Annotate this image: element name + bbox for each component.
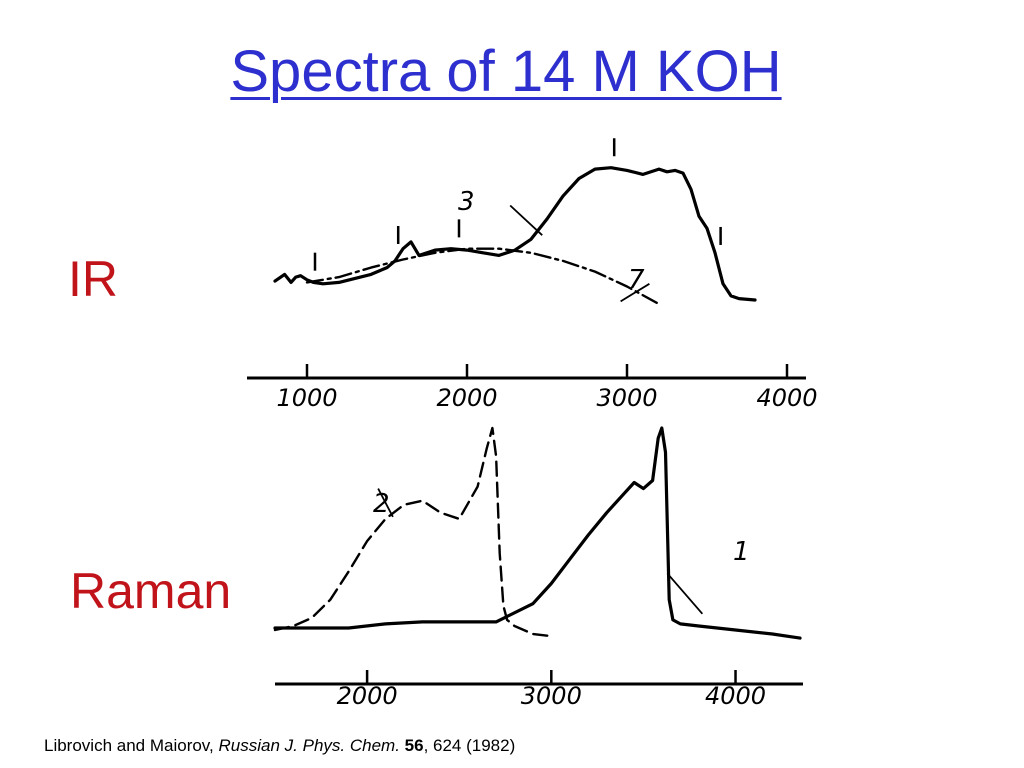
x-tick-label: 2000 bbox=[337, 682, 398, 710]
curve-label-leader bbox=[620, 283, 650, 303]
raman-label: Raman bbox=[70, 563, 232, 619]
ir-label: IR bbox=[68, 251, 118, 307]
curve-label: 3 bbox=[458, 187, 475, 217]
citation-authors: Librovich and Maiorov, bbox=[44, 736, 214, 755]
citation-volume: 56 bbox=[404, 736, 424, 755]
curve-label: 7 bbox=[628, 265, 645, 295]
series-2-line bbox=[273, 426, 553, 638]
curve-label-leader bbox=[509, 204, 543, 236]
curve-label: 2 bbox=[373, 489, 390, 519]
series-1-line bbox=[273, 426, 802, 640]
x-tick-label: 1000 bbox=[276, 384, 337, 412]
ir-chart: 1000 2000 3000 4000 3 7 bbox=[247, 138, 818, 412]
x-tick-label: 4000 bbox=[705, 682, 766, 710]
series-7-line bbox=[305, 247, 661, 306]
curve-label-leader bbox=[377, 488, 394, 518]
x-tick-label: 4000 bbox=[756, 384, 817, 412]
raman-chart: 2000 3000 4000 2 1 bbox=[273, 426, 803, 710]
slide-title: Spectra of 14 M KOH bbox=[230, 39, 782, 104]
curve-label: 1 bbox=[733, 537, 750, 567]
x-tick-label: 3000 bbox=[521, 682, 582, 710]
series-3-line bbox=[273, 166, 757, 302]
citation: Librovich and Maiorov, Russian J. Phys. … bbox=[44, 736, 515, 756]
x-tick-label: 2000 bbox=[436, 384, 497, 412]
x-tick-label: 3000 bbox=[596, 384, 657, 412]
curve-label-leader bbox=[666, 572, 704, 615]
citation-pages-year: , 624 (1982) bbox=[423, 736, 516, 755]
citation-journal: Russian J. Phys. Chem. bbox=[218, 736, 400, 755]
